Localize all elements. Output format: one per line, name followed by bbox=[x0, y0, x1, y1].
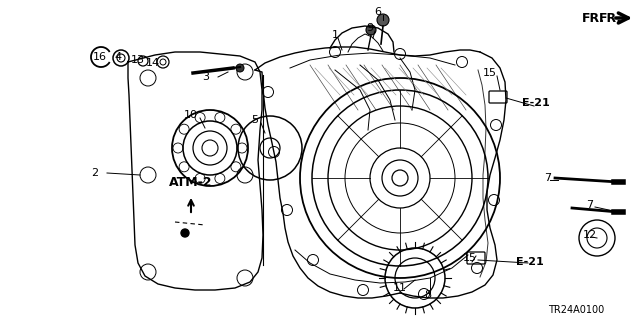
Text: FR.: FR. bbox=[582, 11, 605, 25]
Text: 7: 7 bbox=[586, 200, 593, 210]
Text: 1: 1 bbox=[332, 30, 339, 40]
Circle shape bbox=[236, 64, 244, 72]
Text: 12: 12 bbox=[583, 230, 597, 240]
Text: TR24A0100: TR24A0100 bbox=[548, 305, 604, 315]
Text: E-21: E-21 bbox=[516, 257, 544, 267]
Text: 11: 11 bbox=[393, 283, 407, 293]
Text: 2: 2 bbox=[92, 168, 99, 178]
Text: 10: 10 bbox=[184, 110, 198, 120]
Circle shape bbox=[181, 229, 189, 237]
Text: 8: 8 bbox=[424, 290, 431, 300]
Text: E-21: E-21 bbox=[522, 98, 550, 108]
Text: 9: 9 bbox=[367, 23, 374, 33]
Text: 5: 5 bbox=[252, 115, 259, 125]
Text: FR.: FR. bbox=[598, 11, 621, 25]
Text: 16: 16 bbox=[93, 52, 107, 62]
Text: 4: 4 bbox=[115, 52, 122, 62]
Text: 14: 14 bbox=[146, 58, 160, 68]
Text: 7: 7 bbox=[545, 173, 552, 183]
Text: 6: 6 bbox=[374, 7, 381, 17]
Text: ATM-2: ATM-2 bbox=[169, 176, 212, 189]
Text: 15: 15 bbox=[463, 253, 477, 263]
Text: 3: 3 bbox=[202, 72, 209, 82]
Circle shape bbox=[377, 14, 389, 26]
Text: 15: 15 bbox=[483, 68, 497, 78]
Circle shape bbox=[366, 25, 376, 35]
Text: 13: 13 bbox=[131, 55, 145, 65]
